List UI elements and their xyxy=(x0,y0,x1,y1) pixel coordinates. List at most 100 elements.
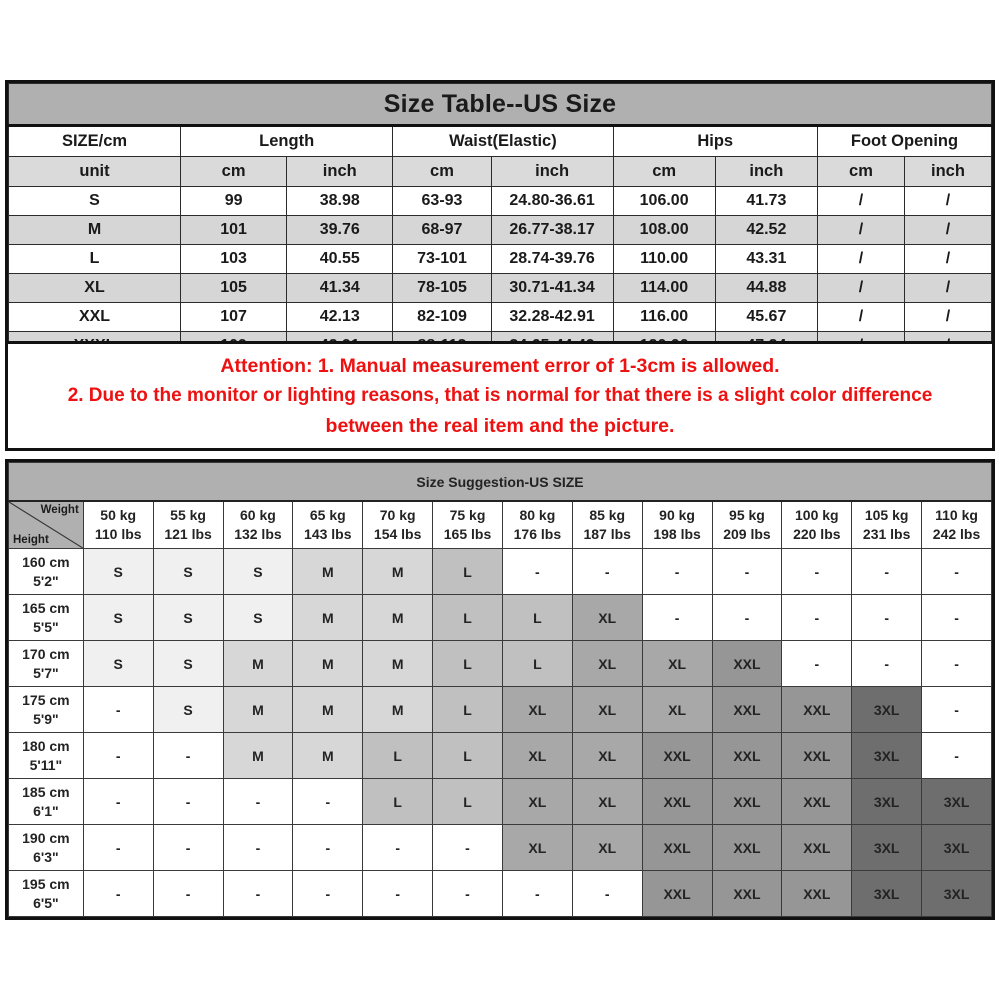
suggestion-cell: 3XL xyxy=(851,778,923,825)
weight-kg: 65 kg xyxy=(309,507,346,523)
header-unit-hips-inch: inch xyxy=(714,156,818,187)
suggestion-cell: - xyxy=(781,640,853,687)
header-unit-foot-cm: cm xyxy=(816,156,905,187)
suggestion-cell: L xyxy=(362,732,434,779)
header-unit-waist-inch: inch xyxy=(490,156,614,187)
weight-axis-label: Weight xyxy=(40,504,79,516)
attention-line-1: Attention: 1. Manual measurement error o… xyxy=(220,355,780,377)
suggestion-cell: M xyxy=(362,686,434,733)
suggestion-row: 195 cm 6'5" - - - - - - - - XXL XXL XXL 3XL 3XL xyxy=(8,870,992,917)
weight-lbs: 143 lbs xyxy=(304,526,352,542)
suggestion-cell: L xyxy=(432,778,503,825)
height-row-header: 170 cm 5'7" xyxy=(8,640,84,687)
weight-kg: 95 kg xyxy=(729,507,765,523)
suggestion-row: 180 cm 5'11" - - M M L L XL XL XXL XXL XXL 3XL - xyxy=(8,732,992,779)
table-row: M 101 39.76 68-97 26.77-38.17 108.00 42.… xyxy=(7,215,993,245)
suggestion-cell: - xyxy=(362,824,434,871)
attention-line-3: between the real item and the picture. xyxy=(325,415,675,437)
suggestion-cell: S xyxy=(222,594,294,641)
header-length: Length xyxy=(180,125,394,157)
suggestion-cell: 3XL xyxy=(921,824,992,871)
suggestion-cell: M xyxy=(292,594,364,641)
suggestion-cell: XL xyxy=(501,686,573,733)
height-cm: 185 cm xyxy=(22,783,70,800)
cell-foot-cm: / xyxy=(816,215,905,245)
suggestion-cell: XXL xyxy=(781,732,853,779)
suggestion-cell: 3XL xyxy=(851,732,923,779)
suggestion-cell: S xyxy=(82,594,154,641)
cell-waist-inch: 24.80-36.61 xyxy=(490,186,614,216)
suggestion-row: 185 cm 6'1" - - - - L L XL XL XXL XXL XXL 3XL 3XL xyxy=(8,778,992,825)
suggestion-cell: S xyxy=(222,548,294,595)
cell-length-inch: 41.34 xyxy=(286,273,394,303)
weight-lbs: 231 lbs xyxy=(862,526,911,542)
suggestion-cell: - xyxy=(921,594,992,641)
suggestion-cell: XXL xyxy=(781,778,853,825)
cell-size: L xyxy=(7,244,182,274)
height-ft: 6'3" xyxy=(33,848,59,865)
height-cm: 175 cm xyxy=(22,691,70,708)
height-row-header: 180 cm 5'11" xyxy=(8,732,84,779)
suggestion-cell: - xyxy=(921,686,992,733)
weight-kg: 60 kg xyxy=(240,507,276,523)
suggestion-cell: XL xyxy=(501,732,573,779)
suggestion-cell: XL xyxy=(571,686,643,733)
suggestion-cell: M xyxy=(362,548,434,595)
cell-size: XL xyxy=(7,273,182,303)
height-row-header: 185 cm 6'1" xyxy=(8,778,84,825)
suggestion-cell: 3XL xyxy=(851,824,923,871)
suggestion-row: 190 cm 6'3" - - - - - - XL XL XXL XXL XXL 3XL 3XL xyxy=(8,824,992,871)
suggestion-cell: L xyxy=(501,594,573,641)
suggestion-cell: - xyxy=(82,732,154,779)
cell-length-cm: 105 xyxy=(180,273,288,303)
size-table-title: Size Table--US Size xyxy=(8,83,992,127)
suggestion-cell: M xyxy=(362,594,434,641)
header-unit-length-inch: inch xyxy=(286,156,394,187)
height-row-header: 175 cm 5'9" xyxy=(8,686,84,733)
weight-column-header: 85 kg 187 lbs xyxy=(571,500,643,549)
weight-lbs: 132 lbs xyxy=(234,526,282,542)
weight-kg: 85 kg xyxy=(589,507,626,523)
weight-lbs: 110 lbs xyxy=(94,526,142,542)
cell-size: S xyxy=(7,186,182,216)
height-axis-label: Height xyxy=(13,534,49,546)
header-unit-foot-inch: inch xyxy=(903,156,993,187)
cell-hips-cm: 108.00 xyxy=(612,215,716,245)
cell-foot-inch: / xyxy=(903,302,993,332)
cell-waist-cm: 63-93 xyxy=(392,186,492,216)
weight-lbs: 220 lbs xyxy=(793,526,841,542)
weight-column-header: 60 kg 132 lbs xyxy=(222,500,294,549)
suggestion-cell: - xyxy=(571,548,643,595)
suggestion-cell: - xyxy=(781,548,853,595)
suggestion-row: 160 cm 5'2" S S S M M L - - - - - - - xyxy=(8,548,992,595)
cell-hips-cm: 114.00 xyxy=(612,273,716,303)
weight-lbs: 121 lbs xyxy=(164,526,212,542)
cell-hips-inch: 44.88 xyxy=(714,273,818,303)
suggestion-cell: - xyxy=(222,870,294,917)
cell-waist-cm: 82-109 xyxy=(392,302,492,332)
weight-kg: 55 kg xyxy=(170,507,206,523)
weight-column-header: 70 kg 154 lbs xyxy=(362,500,434,549)
suggestion-cell: XL xyxy=(501,824,573,871)
cell-hips-inch: 43.31 xyxy=(714,244,818,274)
size-suggestion-table: Size Suggestion-US SIZE Weight Height 50… xyxy=(5,459,995,920)
cell-foot-inch: / xyxy=(903,244,993,274)
suggestion-cell: - xyxy=(82,824,154,871)
suggestion-cell: L xyxy=(432,594,503,641)
weight-kg: 75 kg xyxy=(449,507,486,523)
suggestion-cell: M xyxy=(292,686,364,733)
weight-lbs: 198 lbs xyxy=(653,526,701,542)
suggestion-cell: - xyxy=(781,594,853,641)
weight-lbs: 187 lbs xyxy=(583,526,631,542)
suggestion-cell: XXL xyxy=(641,778,713,825)
height-row-header: 160 cm 5'2" xyxy=(8,548,84,595)
suggestion-cell: - xyxy=(501,548,573,595)
cell-length-inch: 40.55 xyxy=(286,244,394,274)
suggestion-cell: L xyxy=(362,778,434,825)
cell-hips-inch: 41.73 xyxy=(714,186,818,216)
header-hips: Hips xyxy=(612,125,818,157)
header-unit: unit xyxy=(7,156,182,187)
suggestion-cell: 3XL xyxy=(921,778,992,825)
suggestion-cell: XL xyxy=(641,640,713,687)
suggestion-cell: M xyxy=(362,640,434,687)
